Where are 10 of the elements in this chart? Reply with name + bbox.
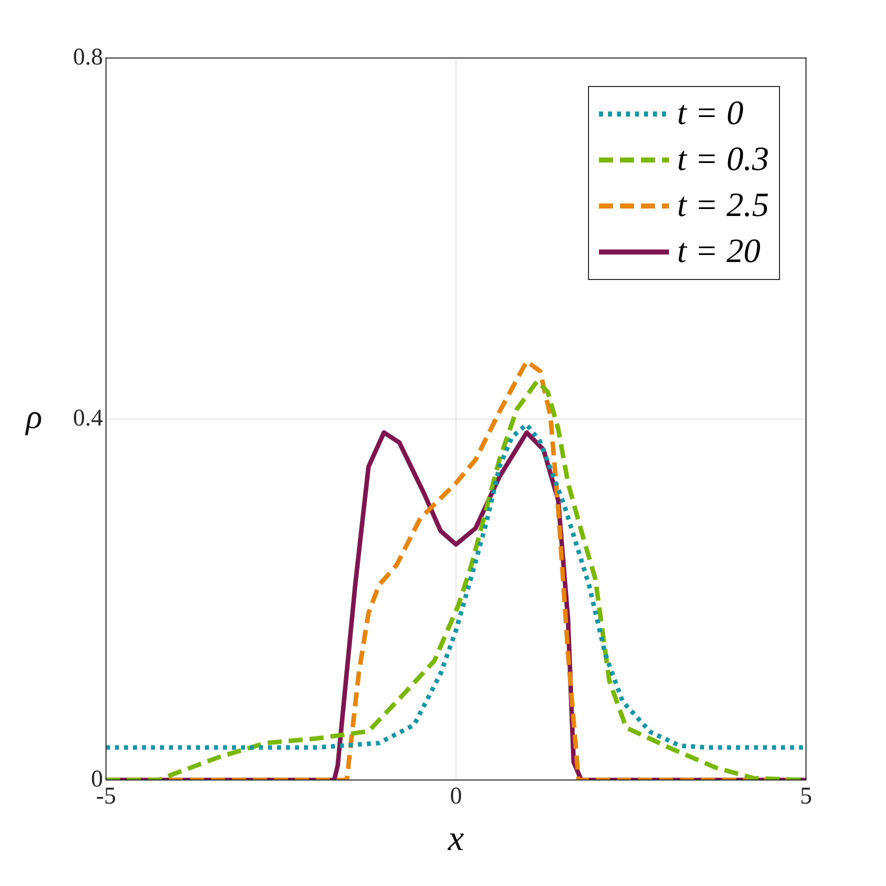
x-axis-title: x — [447, 818, 464, 858]
legend-label: t = 20 — [677, 233, 760, 271]
x-tick-label: 5 — [800, 784, 812, 810]
legend-label: t = 0 — [677, 95, 744, 133]
y-tick-label: 0.4 — [73, 405, 103, 432]
legend-label: t = 0.3 — [677, 141, 769, 179]
x-tick-label: 0 — [450, 784, 462, 810]
y-axis-title: ρ — [24, 398, 42, 436]
y-tick-label: 0.8 — [73, 44, 103, 70]
legend-label: t = 2.5 — [677, 187, 769, 225]
